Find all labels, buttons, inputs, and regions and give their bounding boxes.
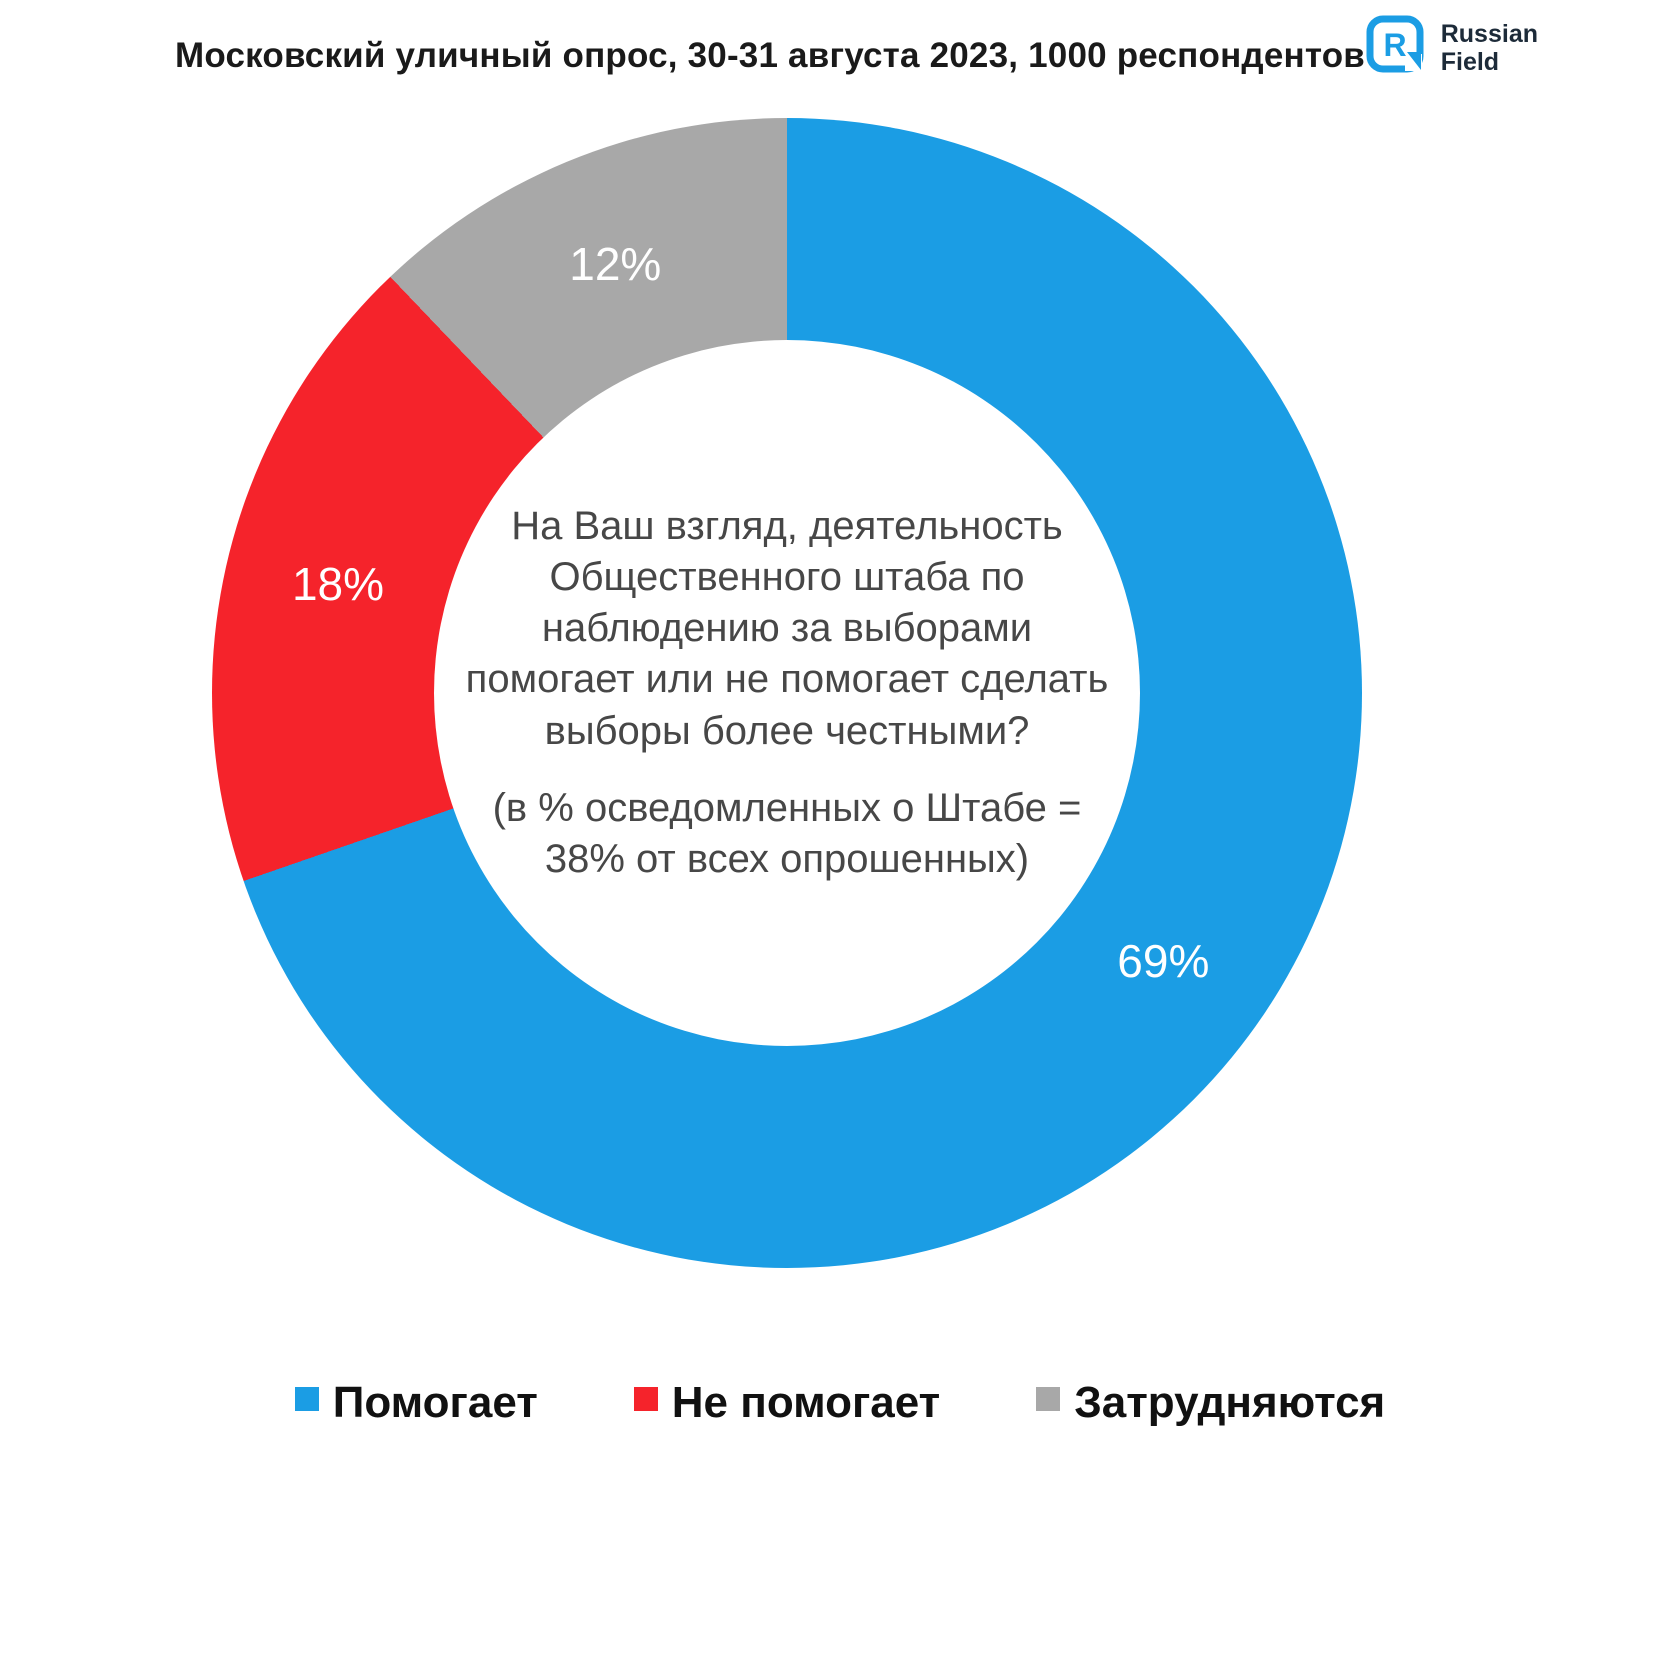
slice-value-label: 18% (291, 558, 385, 611)
russian-field-logo-icon: R (1365, 14, 1429, 83)
logo-line2: Field (1440, 47, 1500, 76)
legend-label: Помогает (332, 1378, 538, 1427)
donut-center: На Ваш взгляд, деятельность Общественног… (434, 340, 1140, 1046)
center-note-text: (в % осведомленных о Штабе = 38% от всех… (492, 785, 1082, 881)
legend-item[interactable]: Затрудняются (1036, 1378, 1385, 1428)
legend-label: Затрудняются (1074, 1378, 1386, 1427)
chart-title: Московский уличный опрос, 30-31 августа … (174, 36, 1366, 75)
legend-swatch-icon (1036, 1387, 1061, 1411)
chart-legend: Помогает Не помогает Затрудняются (0, 1378, 1680, 1428)
center-question-text: На Ваш взгляд, деятельность Общественног… (465, 503, 1109, 753)
slice-value-label: 69% (1117, 934, 1210, 987)
slice-value-label: 12% (569, 238, 662, 291)
russian-field-logo: R Russian Field (1365, 14, 1538, 83)
svg-text:R: R (1383, 27, 1406, 63)
legend-label: Не помогает (671, 1378, 941, 1427)
legend-swatch-icon (294, 1387, 319, 1411)
legend-swatch-icon (633, 1387, 658, 1411)
logo-line1: Russian (1440, 20, 1538, 48)
legend-item[interactable]: Помогает (294, 1378, 538, 1428)
russian-field-logo-text: Russian Field (1440, 20, 1538, 76)
legend-item[interactable]: Не помогает (633, 1378, 941, 1428)
donut-chart: На Ваш взгляд, деятельность Общественног… (212, 118, 1362, 1268)
